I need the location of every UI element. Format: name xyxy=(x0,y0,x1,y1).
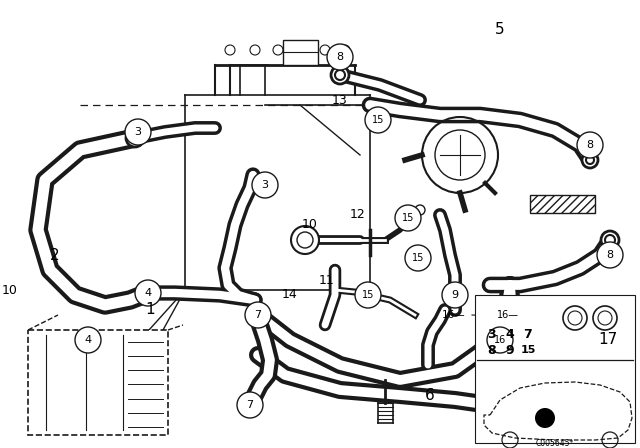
Text: 4: 4 xyxy=(84,335,92,345)
Text: 11: 11 xyxy=(319,273,335,287)
Circle shape xyxy=(327,44,353,70)
Circle shape xyxy=(405,210,415,220)
Circle shape xyxy=(365,107,391,133)
Text: 8: 8 xyxy=(586,140,593,150)
Text: 3: 3 xyxy=(262,180,269,190)
Text: 3: 3 xyxy=(488,328,496,341)
Circle shape xyxy=(395,205,421,231)
Text: 8: 8 xyxy=(607,250,614,260)
Text: 8: 8 xyxy=(337,52,344,62)
Text: C005645*: C005645* xyxy=(536,439,574,448)
Circle shape xyxy=(601,231,619,249)
Text: 3: 3 xyxy=(134,127,141,137)
Bar xyxy=(28,330,168,435)
Circle shape xyxy=(577,132,603,158)
Text: 6: 6 xyxy=(425,388,435,402)
Text: 15: 15 xyxy=(362,290,374,300)
Text: 7: 7 xyxy=(255,310,262,320)
Circle shape xyxy=(291,226,319,254)
Circle shape xyxy=(597,242,623,268)
Circle shape xyxy=(135,280,161,306)
Circle shape xyxy=(125,119,151,145)
Text: 5: 5 xyxy=(495,22,505,38)
Circle shape xyxy=(535,408,555,428)
Bar xyxy=(475,295,635,443)
Text: 9: 9 xyxy=(451,290,459,300)
Text: 10: 10 xyxy=(2,284,18,297)
Text: 15: 15 xyxy=(412,253,424,263)
Circle shape xyxy=(139,284,157,302)
Text: 16—: 16— xyxy=(497,310,519,320)
Circle shape xyxy=(237,392,263,418)
Text: 17: 17 xyxy=(598,332,618,348)
Text: 14: 14 xyxy=(282,289,298,302)
Text: 10: 10 xyxy=(302,219,318,232)
Text: 4: 4 xyxy=(145,288,152,298)
Text: 4: 4 xyxy=(506,328,515,341)
Circle shape xyxy=(355,282,381,308)
Bar xyxy=(283,40,318,65)
Bar xyxy=(530,195,595,213)
Text: 15: 15 xyxy=(402,213,414,223)
Text: 15: 15 xyxy=(372,115,384,125)
Text: 1: 1 xyxy=(145,302,155,318)
Text: 16—: 16— xyxy=(442,310,465,320)
Text: 7: 7 xyxy=(246,400,253,410)
Circle shape xyxy=(75,327,101,353)
Circle shape xyxy=(442,282,468,308)
Text: 16: 16 xyxy=(494,335,506,345)
Circle shape xyxy=(245,302,271,328)
Circle shape xyxy=(405,245,431,271)
Text: 8: 8 xyxy=(488,344,496,357)
Circle shape xyxy=(487,327,513,353)
Circle shape xyxy=(252,172,278,198)
Circle shape xyxy=(126,129,144,147)
Text: 12: 12 xyxy=(350,208,366,221)
Text: 2: 2 xyxy=(50,247,60,263)
Text: 7: 7 xyxy=(524,328,532,341)
Text: 15: 15 xyxy=(520,345,536,355)
Text: 9: 9 xyxy=(506,344,515,357)
Circle shape xyxy=(331,66,349,84)
Circle shape xyxy=(582,152,598,168)
Text: 13: 13 xyxy=(332,94,348,107)
